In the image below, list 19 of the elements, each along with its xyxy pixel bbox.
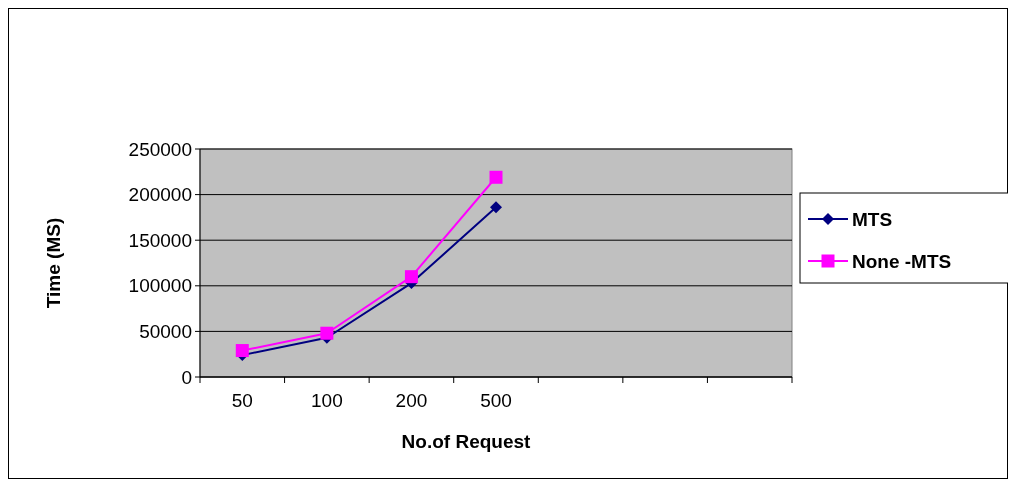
y-tick-label: 250000 — [128, 138, 192, 160]
point — [489, 170, 503, 184]
point — [235, 344, 249, 358]
x-tick-label: 200 — [395, 390, 428, 411]
x-axis-title: No.of Request — [401, 431, 532, 452]
y-tick-label: 200000 — [128, 184, 192, 206]
y-tick-label: 150000 — [128, 229, 192, 251]
point — [404, 270, 418, 284]
x-tick-label: 50 — [231, 390, 253, 411]
y-tick-label: 50000 — [139, 321, 192, 343]
x-tick-label: 100 — [311, 390, 343, 411]
y-tick-label: 0 — [181, 366, 192, 388]
point — [320, 326, 334, 340]
legend-label: None -MTS — [852, 250, 952, 272]
legend-label: MTS — [852, 208, 893, 230]
y-tick-label: 100000 — [128, 275, 192, 297]
point — [490, 201, 502, 214]
x-tick-label: 500 — [480, 390, 512, 411]
y-axis-title: Time (MS) — [43, 217, 64, 309]
